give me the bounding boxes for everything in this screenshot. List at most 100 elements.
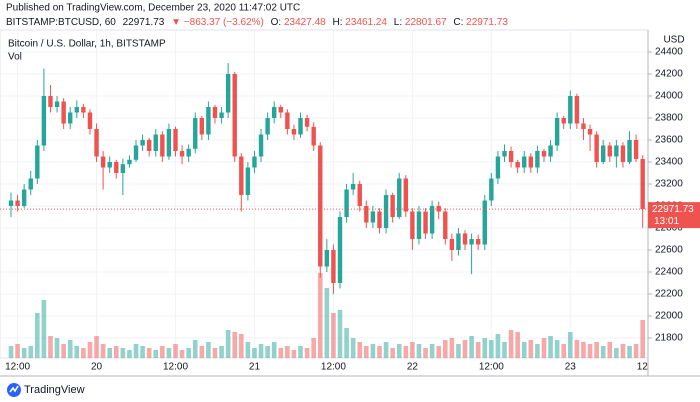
y-tick-label: 23400	[655, 157, 683, 168]
candle-body	[298, 118, 303, 135]
candle-body	[462, 233, 468, 245]
countdown: 13:01	[654, 216, 679, 227]
legend: Bitcoin / U.S. Dollar, 1h, BITSTAMP	[8, 39, 166, 50]
volume-bar	[627, 346, 632, 358]
volume-bar	[74, 346, 80, 358]
candle-body	[225, 74, 231, 113]
volume-bar	[232, 332, 238, 358]
volume-bar	[548, 336, 553, 358]
candle-body	[429, 206, 435, 234]
candle-body	[232, 74, 237, 157]
x-tick-label: 12:00	[321, 362, 346, 373]
volume-bar	[107, 348, 112, 358]
y-tick-label: 23800	[655, 113, 683, 124]
volume-bar	[600, 346, 606, 358]
volume-bar	[219, 346, 224, 358]
grid	[0, 30, 650, 358]
volume-bar	[475, 342, 481, 358]
candle-body	[114, 162, 119, 173]
axis-unit: USD	[663, 35, 684, 46]
volume-bar	[140, 346, 145, 358]
candle-body	[252, 156, 257, 168]
candle-body	[475, 239, 481, 245]
candle-body	[522, 156, 527, 168]
volume-bar	[594, 342, 599, 358]
candle-body	[482, 200, 487, 245]
volume-bar	[331, 313, 336, 358]
candle-body	[74, 107, 79, 113]
candle-body	[620, 145, 626, 162]
volume-bar	[442, 340, 448, 358]
candle-body	[594, 134, 599, 162]
volume-bar	[153, 350, 159, 358]
volume-bar	[48, 336, 53, 358]
volume-bar	[607, 342, 613, 358]
volume-bar	[423, 348, 428, 358]
volume-bar	[291, 350, 297, 358]
candle-body	[179, 151, 185, 157]
volume-bar	[212, 348, 218, 358]
candle-body	[456, 233, 461, 250]
candle-body	[291, 129, 297, 135]
candle-body	[377, 211, 382, 228]
candle-body	[357, 184, 362, 206]
volume-bar	[81, 348, 86, 358]
volume-bar	[528, 340, 534, 358]
y-tick-label: 22200	[655, 289, 683, 300]
volume-bar	[317, 273, 323, 358]
brand-logo	[7, 383, 21, 397]
volume-bar	[173, 344, 178, 358]
volume-bar	[482, 338, 488, 358]
candle-body	[568, 96, 573, 124]
candle-body	[350, 184, 356, 190]
candle-body	[574, 96, 580, 124]
volume-bar	[133, 344, 139, 358]
volume-bars	[8, 273, 645, 358]
candle-body	[397, 178, 402, 217]
volume-legend: Vol	[8, 52, 22, 63]
volume-bar	[495, 334, 501, 358]
candle-body	[193, 118, 198, 149]
volume-bar	[61, 344, 66, 358]
candle-body	[337, 217, 343, 283]
y-tick-label: 22000	[655, 311, 683, 322]
volume-bar	[113, 346, 119, 358]
y-tick-label: 22400	[655, 267, 683, 278]
candle-body	[28, 178, 33, 190]
candle-body	[318, 145, 323, 267]
ohlc-label: L:	[394, 17, 402, 28]
volume-bar	[449, 338, 455, 358]
volume-bar	[285, 346, 290, 358]
candle-body	[160, 134, 165, 157]
candle-body	[344, 189, 349, 217]
ohlc-value: 22801.67	[405, 17, 447, 28]
y-axis: 2180022000222002240022600228002300023200…	[648, 47, 683, 344]
volume-bar	[587, 344, 593, 358]
volume-bar	[436, 346, 441, 358]
candle-body	[239, 156, 244, 195]
volume-bar	[390, 348, 395, 358]
volume-bar	[344, 328, 349, 358]
candle-body	[383, 195, 389, 228]
candle-body	[133, 145, 139, 160]
volume-bar	[311, 338, 316, 358]
volume-bar	[535, 344, 540, 358]
volume-bar	[166, 348, 172, 358]
candle-body	[331, 250, 336, 283]
candle-body	[627, 140, 632, 162]
volume-bar	[456, 344, 461, 358]
volume-bar	[410, 342, 415, 358]
x-tick-label: 21	[249, 362, 261, 373]
x-tick-label: 12:00	[5, 362, 30, 373]
brand: TradingView	[24, 384, 85, 396]
candle-body	[581, 123, 586, 129]
candle-body	[469, 239, 474, 245]
y-tick-label: 23200	[655, 179, 683, 190]
volume-bar	[515, 332, 520, 358]
candle-body	[153, 134, 158, 151]
candles	[0, 63, 648, 294]
change: ▼ −863.37 (−3.62%)	[171, 17, 264, 28]
candle-body	[166, 129, 172, 157]
candle-body	[528, 156, 534, 168]
candle-body	[449, 239, 455, 250]
